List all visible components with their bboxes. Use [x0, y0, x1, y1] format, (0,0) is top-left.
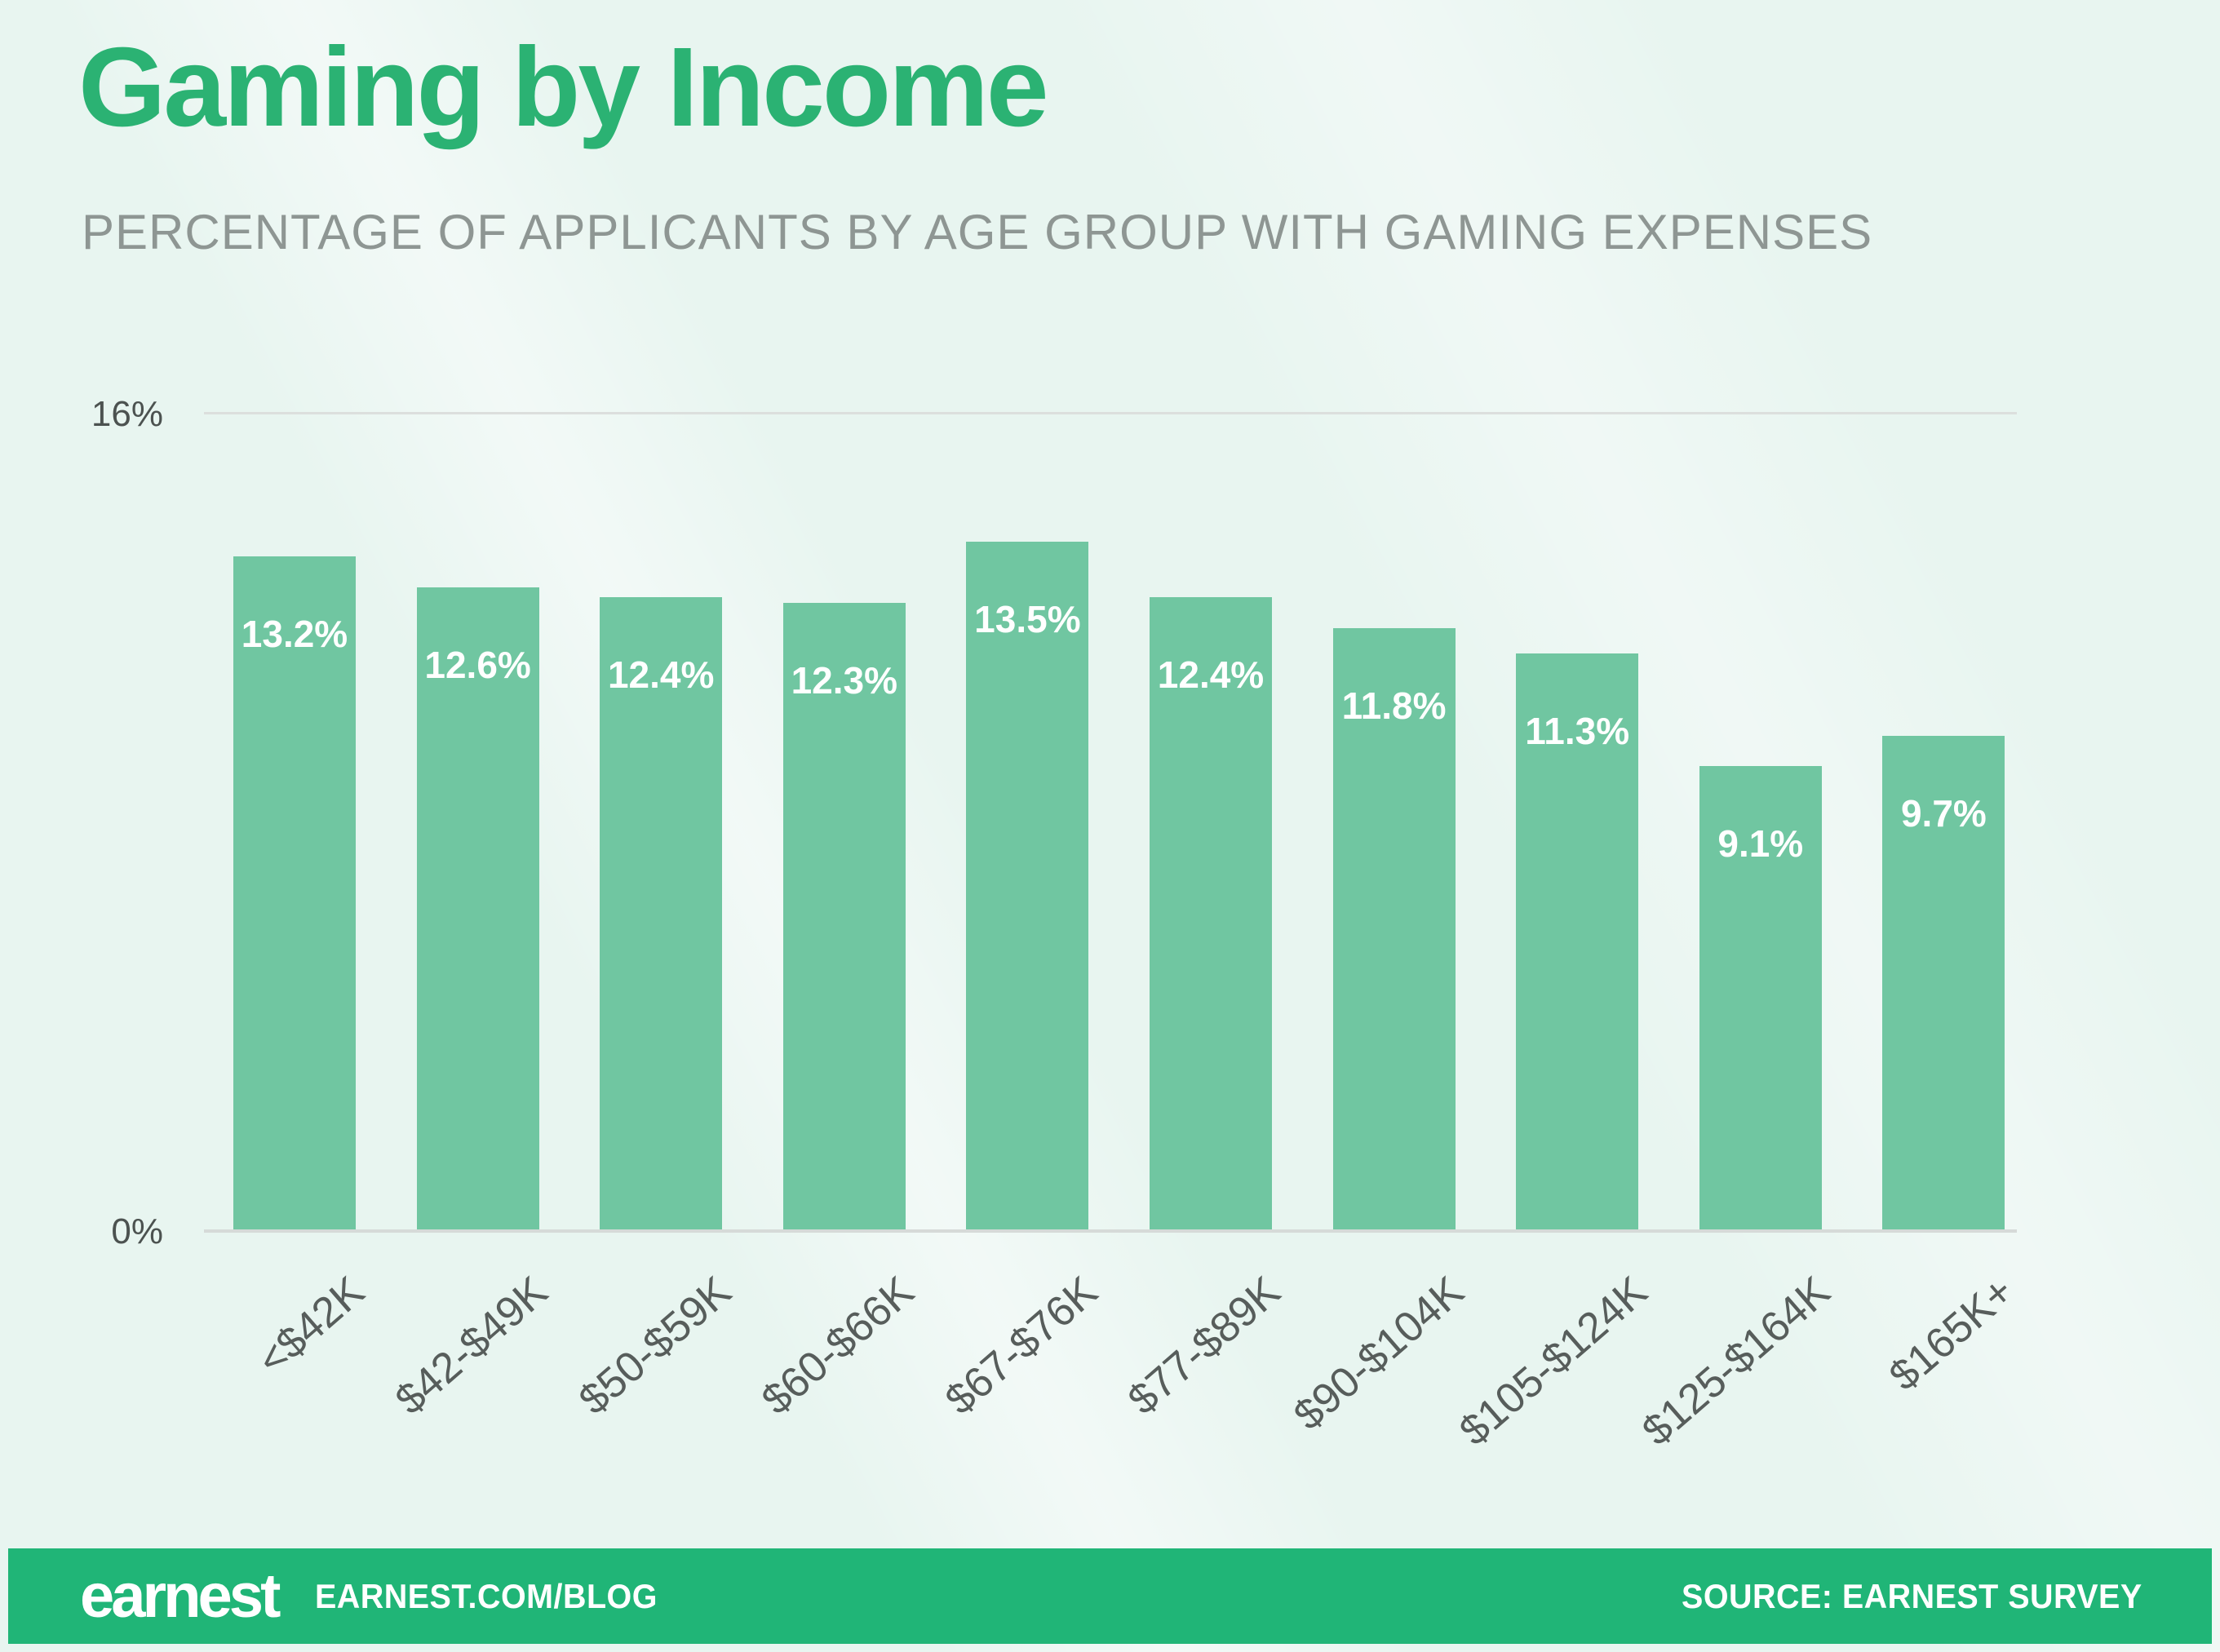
- chart-title: Gaming by Income: [78, 24, 1049, 150]
- x-tick-label-$50-$59K: $50-$59K: [569, 1267, 740, 1424]
- bar-value-label: 11.3%: [1525, 710, 1630, 753]
- footer-blog-url: EARNEST.COM/BLOG: [315, 1576, 658, 1615]
- y-axis-label-0: 0%: [111, 1211, 163, 1251]
- bar-$60-$66K: 12.3%: [782, 602, 906, 1231]
- bar-<$42K: 13.2%: [233, 556, 356, 1231]
- bar-$50-$59K: 12.4%: [600, 597, 723, 1231]
- earnest-logo: earnest: [80, 1561, 281, 1631]
- bar-$42-$49K: 12.6%: [416, 587, 539, 1231]
- x-tick-label-$125-$164K: $125-$164K: [1633, 1267, 1840, 1455]
- footer-source-credit: SOURCE: EARNEST SURVEY: [1682, 1576, 2142, 1615]
- x-axis-tick-labels: <$42K $42-$49K $50-$59K $60-$66K $67-$76K $77…: [204, 1231, 2023, 1476]
- bar-$105-$124K: 11.3%: [1516, 653, 1639, 1231]
- bar-chart-plot-area: 13.2% 12.6% 12.4% 12.3% 13.5% 12.4% 11.8% 11.3%…: [204, 414, 2017, 1231]
- bar-$77-$89K: 12.4%: [1150, 597, 1272, 1231]
- footer-bar: earnest EARNEST.COM/BLOG SOURCE: EARNEST…: [8, 1548, 2212, 1644]
- bar-value-label: 13.5%: [974, 597, 1081, 640]
- x-tick-label-$165K+: $165K+: [1880, 1267, 2023, 1401]
- x-tick-label-$42-$49K: $42-$49K: [387, 1267, 557, 1424]
- bar-value-label: 12.3%: [791, 658, 898, 702]
- y-axis-label-16: 16%: [91, 394, 163, 434]
- bar-value-label: 11.8%: [1341, 684, 1447, 728]
- x-tick-label-$77-$89K: $77-$89K: [1119, 1267, 1290, 1424]
- x-tick-label-$67-$76K: $67-$76K: [936, 1267, 1107, 1424]
- bar-value-label: 12.6%: [424, 643, 531, 686]
- bar-value-label: 12.4%: [607, 653, 715, 697]
- x-tick-label-$60-$66K: $60-$66K: [753, 1267, 924, 1424]
- gridline-16-percent: [204, 412, 2017, 414]
- bar-value-label: 13.2%: [241, 613, 348, 656]
- bar-$125-$164K: 9.1%: [1699, 766, 1822, 1231]
- bar-$165K+: 9.7%: [1882, 735, 2005, 1231]
- bar-$90-$104K: 11.8%: [1332, 628, 1456, 1231]
- chart-subtitle: PERCENTAGE OF APPLICANTS BY AGE GROUP WI…: [82, 205, 1873, 259]
- bar-value-label: 9.1%: [1717, 822, 1804, 866]
- x-tick-label-$105-$124K: $105-$124K: [1451, 1267, 1656, 1455]
- bar-value-label: 9.7%: [1900, 791, 1987, 835]
- bar-value-label: 12.4%: [1157, 653, 1265, 697]
- x-tick-label-<$42K: <$42K: [249, 1267, 374, 1385]
- bar-$67-$76K: 13.5%: [966, 541, 1089, 1231]
- x-axis-line: [204, 1229, 2017, 1233]
- x-tick-label-$90-$104K: $90-$104K: [1285, 1267, 1473, 1440]
